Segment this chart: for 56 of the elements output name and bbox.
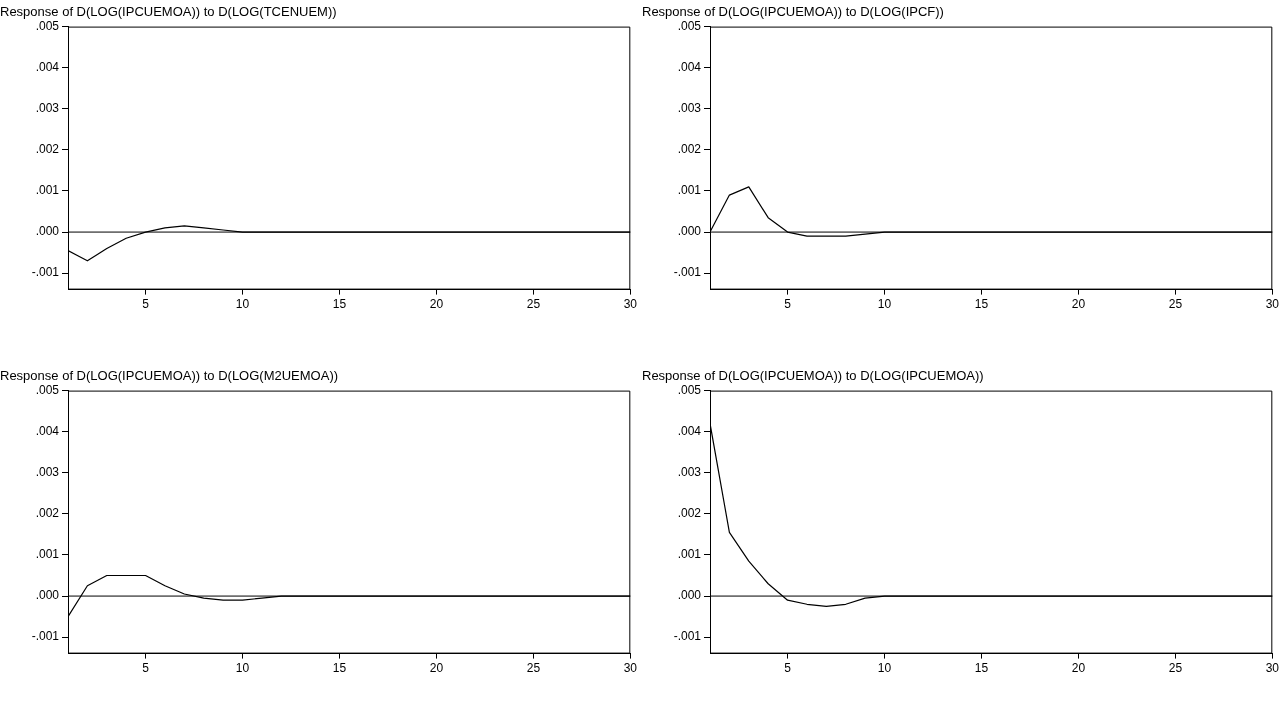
y-tick-label: .002 <box>35 506 60 521</box>
y-tick-label: .001 <box>677 183 702 198</box>
y-tick-label: -.001 <box>31 265 60 280</box>
y-tick-label: .001 <box>35 547 60 562</box>
y-tick-label: .000 <box>677 588 702 603</box>
y-tick-label: .004 <box>677 60 702 75</box>
x-tick-label: 25 <box>1168 297 1183 312</box>
chart-title: Response of D(LOG(IPCUEMOA)) to D(LOG(TCENUEM)) <box>0 4 337 20</box>
y-tick-label: .001 <box>677 547 702 562</box>
x-tick-label: 10 <box>877 297 892 312</box>
x-tick-label: 30 <box>1265 297 1280 312</box>
x-tick-label: 25 <box>526 661 541 676</box>
y-tick-label: .003 <box>35 101 60 116</box>
x-tick-label: 15 <box>974 661 989 676</box>
x-tick-label: 5 <box>142 297 150 312</box>
x-tick-label: 15 <box>974 297 989 312</box>
x-tick-label: 5 <box>142 661 150 676</box>
x-tick-label: 15 <box>332 297 347 312</box>
y-tick-label: .005 <box>677 382 702 397</box>
y-tick-label: .000 <box>35 588 60 603</box>
x-tick-label: 20 <box>429 297 444 312</box>
x-tick-label: 10 <box>235 661 250 676</box>
x-tick-label: 30 <box>623 661 638 676</box>
x-tick-label: 15 <box>332 661 347 676</box>
y-tick-label: .004 <box>35 424 60 439</box>
y-tick-label: .003 <box>677 101 702 116</box>
x-tick-label: 20 <box>1071 661 1086 676</box>
y-tick-label: -.001 <box>673 629 702 644</box>
y-tick-label: .003 <box>677 465 702 480</box>
y-tick-label: .005 <box>677 18 702 33</box>
y-tick-label: .005 <box>35 382 60 397</box>
x-tick-label: 10 <box>235 297 250 312</box>
y-tick-label: .005 <box>35 18 60 33</box>
y-tick-label: .002 <box>677 506 702 521</box>
y-tick-label: -.001 <box>673 265 702 280</box>
x-tick-label: 5 <box>784 661 792 676</box>
x-tick-label: 25 <box>526 297 541 312</box>
x-tick-label: 5 <box>784 297 792 312</box>
x-tick-label: 25 <box>1168 661 1183 676</box>
x-tick-label: 10 <box>877 661 892 676</box>
chart-title: Response of D(LOG(IPCUEMOA)) to D(LOG(IPCF)) <box>642 4 944 20</box>
y-tick-label: -.001 <box>31 629 60 644</box>
x-tick-label: 30 <box>623 297 638 312</box>
y-tick-label: .003 <box>35 465 60 480</box>
x-tick-label: 20 <box>429 661 444 676</box>
y-tick-label: .001 <box>35 183 60 198</box>
y-tick-label: .004 <box>35 60 60 75</box>
chart-title: Response of D(LOG(IPCUEMOA)) to D(LOG(IPCUEMOA)) <box>642 368 984 384</box>
y-tick-label: .000 <box>35 224 60 239</box>
y-tick-label: .004 <box>677 424 702 439</box>
x-tick-label: 20 <box>1071 297 1086 312</box>
x-tick-label: 30 <box>1265 661 1280 676</box>
y-tick-label: .002 <box>677 142 702 157</box>
chart-title: Response of D(LOG(IPCUEMOA)) to D(LOG(M2UEMOA)) <box>0 368 339 384</box>
y-tick-label: .000 <box>677 224 702 239</box>
y-tick-label: .002 <box>35 142 60 157</box>
